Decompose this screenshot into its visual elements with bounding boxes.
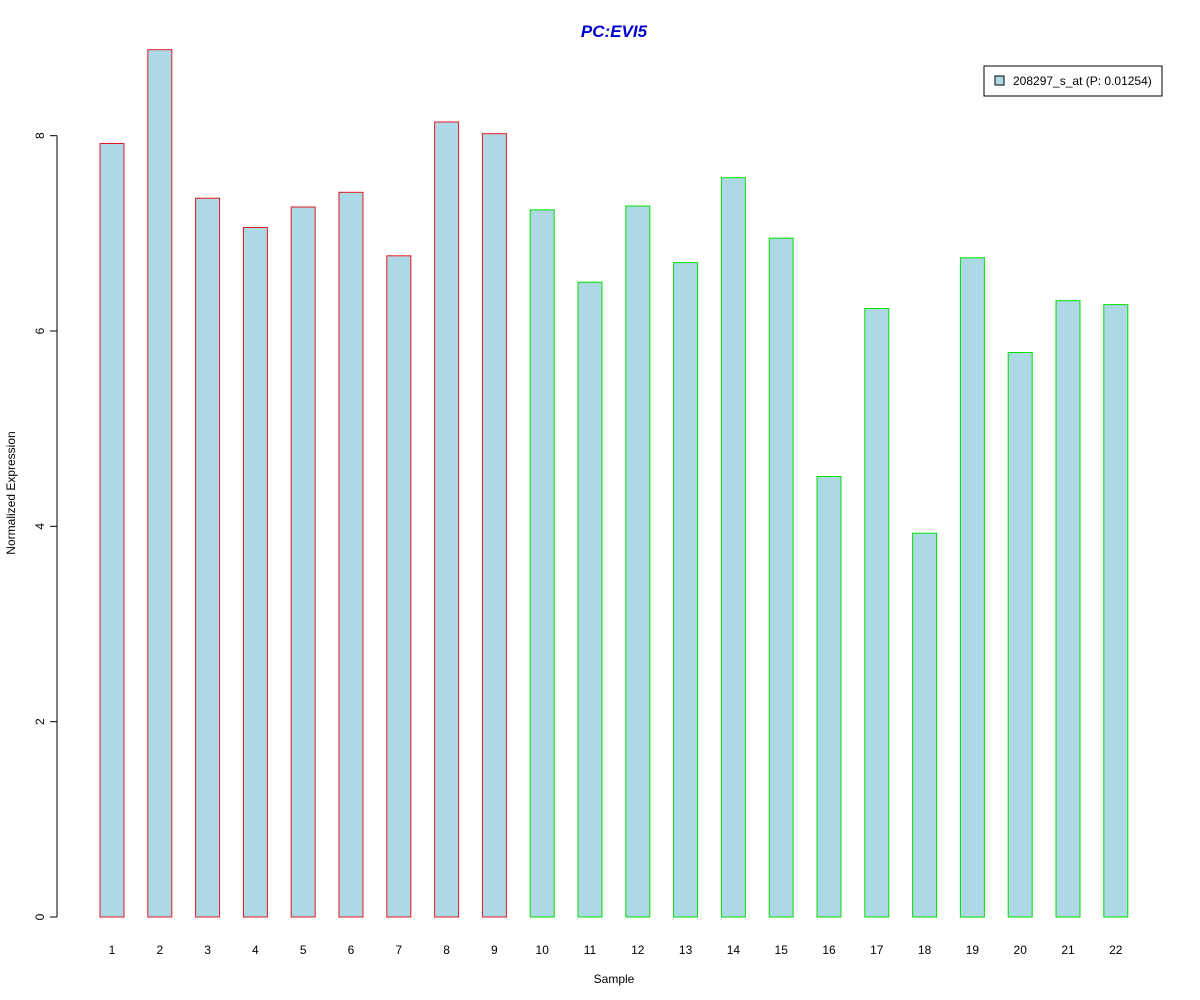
bar-sample-1 <box>99 143 125 918</box>
y-tick-label: 0 <box>33 913 47 920</box>
bar-sample-3 <box>195 197 221 918</box>
x-tick-label: 12 <box>631 943 645 957</box>
x-tick-label: 20 <box>1014 943 1028 957</box>
y-axis: 0 2 4 6 8 <box>33 132 58 920</box>
bar-sample-20 <box>1007 352 1033 918</box>
legend-label: 208297_s_at (P: 0.01254) <box>1013 74 1152 88</box>
bar-sample-2 <box>147 49 173 918</box>
chart-title: PC:EVI5 <box>581 22 648 41</box>
bar-sample-11 <box>577 281 603 918</box>
bar-sample-10 <box>529 209 555 918</box>
x-tick-label: 4 <box>252 943 259 957</box>
bar-sample-18 <box>912 532 938 918</box>
bar-sample-14 <box>720 177 746 918</box>
x-tick-label: 17 <box>870 943 884 957</box>
bar-sample-4 <box>242 227 268 918</box>
bar-sample-7 <box>386 255 412 918</box>
legend-box <box>983 65 1163 97</box>
bar-sample-6 <box>338 191 364 918</box>
x-tick-label: 22 <box>1109 943 1123 957</box>
x-tick-label: 19 <box>966 943 980 957</box>
x-tick-label: 3 <box>204 943 211 957</box>
x-tick-label: 9 <box>491 943 498 957</box>
x-tick-label: 1 <box>109 943 116 957</box>
x-tick-label: 2 <box>156 943 163 957</box>
x-tick-labels: 1 2 3 4 5 6 7 8 9 10 11 12 13 14 15 16 17 18 19 20 21 22 <box>109 943 1123 957</box>
x-axis-label: Sample <box>594 972 635 986</box>
x-tick-label: 11 <box>584 943 597 957</box>
x-tick-label: 15 <box>775 943 789 957</box>
bar-sample-16 <box>816 476 842 918</box>
x-tick-label: 18 <box>918 943 932 957</box>
bar-sample-19 <box>959 257 985 918</box>
x-tick-label: 13 <box>679 943 693 957</box>
bar-sample-17 <box>864 308 890 918</box>
bar-sample-5 <box>290 206 316 918</box>
x-tick-label: 16 <box>822 943 836 957</box>
legend: 208297_s_at (P: 0.01254) <box>983 65 1163 97</box>
x-tick-label: 5 <box>300 943 307 957</box>
y-tick-label: 4 <box>33 523 47 530</box>
bar-group <box>99 49 1129 918</box>
x-tick-label: 10 <box>536 943 550 957</box>
x-tick-label: 21 <box>1061 943 1075 957</box>
legend-swatch <box>994 75 1005 86</box>
y-tick-label: 2 <box>33 718 47 725</box>
y-axis-label: Normalized Expression <box>4 431 18 554</box>
y-tick-label: 6 <box>33 327 47 334</box>
bar-sample-21 <box>1055 300 1081 918</box>
x-tick-label: 6 <box>348 943 355 957</box>
bar-sample-9 <box>481 133 507 918</box>
y-tick-label: 8 <box>33 132 47 139</box>
bar-sample-8 <box>434 121 460 918</box>
x-tick-label: 7 <box>395 943 402 957</box>
bar-sample-22 <box>1103 304 1129 918</box>
bar-sample-13 <box>673 262 699 918</box>
bar-sample-12 <box>625 205 651 918</box>
x-tick-label: 8 <box>443 943 450 957</box>
bar-sample-15 <box>768 237 794 918</box>
x-tick-label: 14 <box>727 943 741 957</box>
